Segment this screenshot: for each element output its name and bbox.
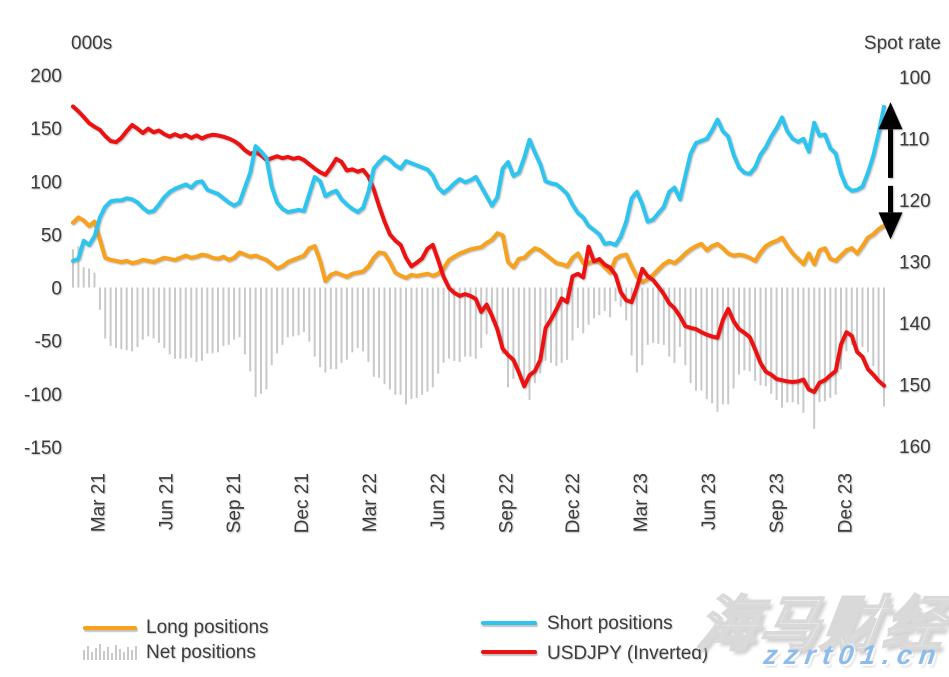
x-axis-tick-label: Jun 22 [428,473,449,530]
net-positions-bars [72,246,885,429]
watermark-url: zzrt01.cn [762,640,946,670]
right-axis-tick-label: 130 [899,253,931,274]
left-axis-tick-label: -50 [35,332,62,353]
short-positions-swatch [481,621,537,625]
left-axis-tick-label: 150 [30,119,62,140]
x-axis-tick-label: Sep 22 [496,473,517,533]
short-positions-line [71,104,886,263]
x-axis-tick-label: Mar 21 [88,473,109,532]
left-axis-tick-label: 50 [41,225,62,246]
long-positions-line [71,215,886,285]
arrow-down-icon [878,185,903,240]
right-axis-title: Spot rate [863,33,941,54]
left-axis-tick-label: 100 [30,172,62,193]
left-axis-tick-label: -150 [24,438,62,459]
x-axis-tick-label: Jun 23 [699,473,720,530]
usdjpy-line [71,104,886,394]
right-axis-tick-label: 150 [899,376,931,397]
net-positions-label: Net positions [146,642,256,663]
left-axis-tick-label: -100 [24,385,62,406]
right-axis-tick-label: 140 [899,314,931,335]
right-axis-tick-label: 120 [899,191,931,212]
x-axis-tick-label: Jun 21 [157,473,178,530]
long-positions-label: Long positions [146,617,269,638]
x-axis-tick-label: Sep 23 [767,473,788,533]
long-positions-swatch [83,626,137,630]
right-axis-tick-label: 160 [899,437,931,458]
x-axis-tick-label: Sep 21 [224,473,245,533]
short-positions-label: Short positions [547,613,673,634]
x-axis-tick-label: Dec 22 [563,473,584,533]
right-axis-tick-label: 110 [899,130,929,151]
left-axis-title: 000s [71,33,113,54]
left-axis-tick-label: 200 [30,66,62,87]
usdjpy-swatch [481,650,537,654]
x-axis-tick-label: Mar 23 [631,473,652,532]
usdjpy-label: USDJPY (Inverted) [547,643,709,664]
x-axis-tick-label: Dec 23 [835,473,856,533]
left-axis-tick-label: 0 [51,279,62,300]
right-axis-tick-label: 100 [899,68,931,89]
net-positions-icon [83,644,137,660]
arrow-up-icon [878,102,903,178]
x-axis-tick-label: Mar 22 [360,473,381,532]
x-axis-tick-label: Dec 21 [292,473,313,533]
